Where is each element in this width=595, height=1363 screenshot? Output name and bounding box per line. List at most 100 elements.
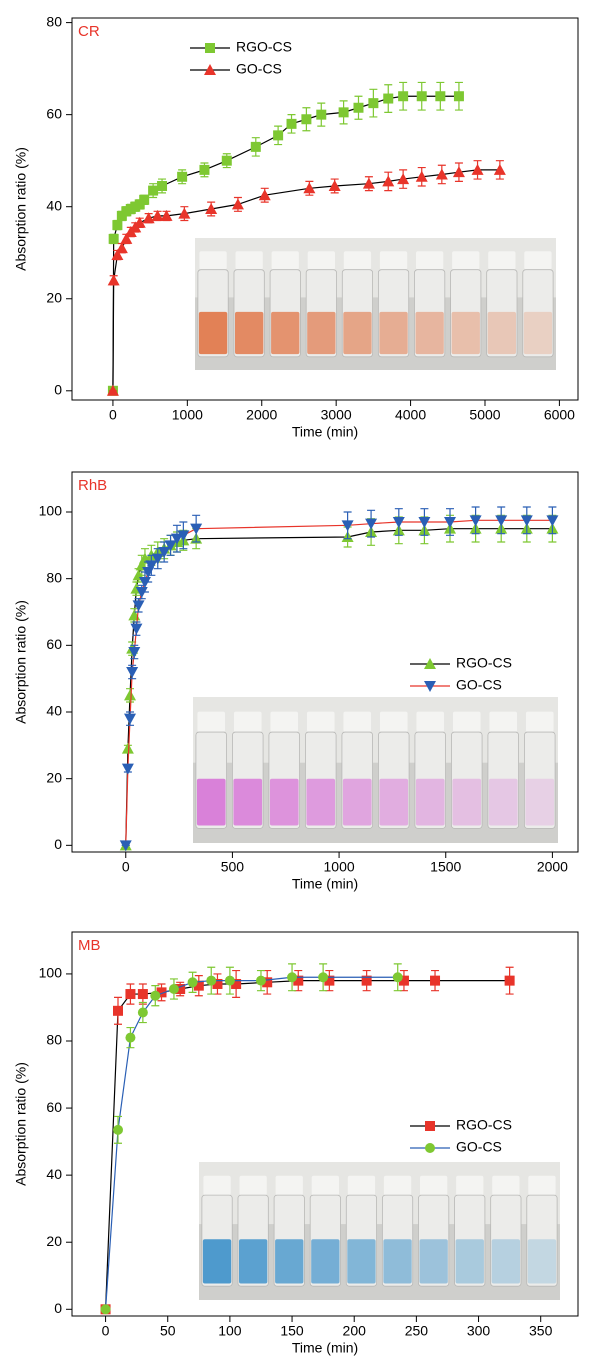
x-axis-label: Time (min) (292, 876, 358, 892)
y-axis-label: Absorption ratio (%) (13, 1062, 29, 1186)
marker (424, 658, 436, 669)
vial-liquid (487, 311, 517, 355)
marker (383, 93, 394, 104)
x-tick-label: 2000 (246, 407, 277, 423)
vial-cap (452, 251, 480, 270)
vial-liquid (233, 778, 263, 826)
marker (250, 141, 261, 152)
vial-cap (525, 711, 554, 733)
legend-label: RGO-CS (456, 1117, 512, 1133)
y-axis-label: Absorption ratio (%) (13, 600, 29, 724)
marker (258, 189, 271, 201)
x-tick-label: 200 (343, 1323, 367, 1339)
y-tick-label: 100 (39, 503, 63, 519)
vial-cap (343, 711, 372, 733)
marker (341, 520, 354, 532)
vial-liquid (451, 311, 480, 355)
marker (504, 975, 515, 986)
vial-cap (489, 711, 518, 733)
marker (398, 975, 409, 986)
vial-cap (197, 711, 226, 733)
vial-cap (528, 1175, 556, 1196)
marker (392, 972, 403, 983)
marker (425, 1143, 435, 1153)
vial (414, 269, 446, 358)
vial-liquid (306, 778, 336, 826)
x-tick-label: 100 (218, 1323, 242, 1339)
marker (262, 977, 273, 988)
vial (486, 269, 518, 358)
marker (124, 689, 137, 701)
plot-frame (71, 17, 579, 401)
vial-liquid (271, 311, 300, 355)
marker (231, 198, 244, 210)
marker (112, 220, 123, 231)
marker (160, 209, 173, 221)
vial-liquid (234, 311, 264, 355)
marker (221, 155, 232, 166)
marker (107, 274, 120, 286)
marker (424, 681, 436, 692)
vial-liquid (491, 1239, 521, 1284)
vial (378, 731, 410, 829)
x-tick-label: 150 (280, 1323, 304, 1339)
marker (164, 540, 177, 552)
marker (353, 102, 364, 113)
vial-liquid (525, 778, 555, 826)
vial-liquid (419, 1239, 448, 1284)
vial-cap (270, 711, 299, 733)
x-tick-label: 0 (102, 1323, 110, 1339)
vial-liquid (198, 311, 228, 355)
vial-liquid (311, 1239, 340, 1284)
marker (121, 763, 134, 775)
marker (293, 975, 304, 986)
y-tick-label: 20 (46, 769, 62, 785)
y-tick-label: 0 (54, 381, 62, 397)
marker (255, 975, 266, 986)
marker (158, 547, 171, 558)
marker (100, 1304, 111, 1315)
vial-cap (275, 1175, 303, 1196)
marker (120, 232, 133, 244)
vial-cap (379, 711, 408, 733)
marker (493, 163, 506, 175)
plot-frame (71, 931, 579, 1317)
marker (316, 109, 327, 120)
x-tick-label: 350 (529, 1323, 553, 1339)
vial-cap (379, 251, 408, 270)
x-tick-label: 0 (122, 859, 130, 875)
legend-label: GO-CS (456, 677, 502, 693)
x-axis-label: Time (min) (292, 424, 358, 440)
vial-cap (416, 251, 444, 270)
vial (450, 269, 482, 358)
vial-liquid (415, 311, 444, 355)
marker (415, 170, 428, 182)
vial (454, 1194, 486, 1287)
marker (361, 975, 372, 986)
marker (469, 515, 482, 527)
x-tick-label: 5000 (469, 407, 500, 423)
y-tick-label: 60 (46, 105, 62, 121)
vial-liquid (455, 1239, 484, 1284)
marker (187, 977, 198, 988)
marker (520, 515, 533, 527)
vial-cap (524, 251, 552, 270)
marker (139, 194, 150, 205)
marker (119, 840, 132, 852)
marker (175, 984, 186, 995)
vial-liquid (307, 311, 336, 355)
marker (156, 987, 167, 998)
panel-label: RhB (78, 477, 107, 494)
vial-cap (235, 251, 263, 270)
marker (397, 173, 410, 185)
marker (425, 1121, 435, 1131)
marker (453, 91, 464, 102)
vial-cap (488, 251, 516, 270)
vial-cap (311, 1175, 339, 1196)
x-tick-label: 1000 (172, 407, 203, 423)
marker (301, 114, 312, 125)
vial-cap (452, 711, 481, 733)
vial-cap (492, 1175, 520, 1196)
marker (206, 975, 217, 986)
marker (133, 216, 146, 228)
